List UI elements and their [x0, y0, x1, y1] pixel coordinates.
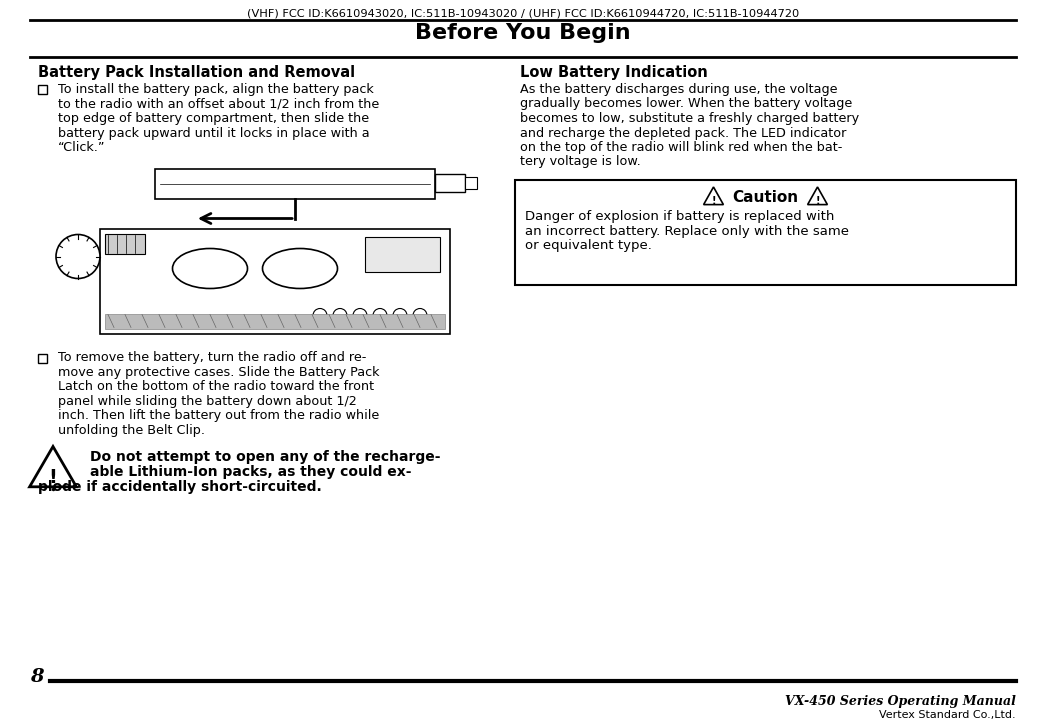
Circle shape	[313, 309, 327, 323]
Polygon shape	[704, 187, 724, 205]
Ellipse shape	[173, 248, 248, 288]
Text: !: !	[711, 196, 715, 206]
Text: !: !	[48, 468, 58, 487]
Text: To remove the battery, turn the radio off and re-: To remove the battery, turn the radio of…	[58, 352, 366, 365]
Bar	[155, 168, 435, 199]
Bar	[365, 237, 440, 272]
Text: an incorrect battery. Replace only with the same: an incorrect battery. Replace only with …	[525, 224, 849, 237]
Text: Danger of explosion if battery is replaced with: Danger of explosion if battery is replac…	[525, 210, 835, 223]
Bar	[38, 85, 47, 94]
Text: becomes to low, substitute a freshly charged battery: becomes to low, substitute a freshly cha…	[520, 112, 859, 125]
Text: battery pack upward until it locks in place with a: battery pack upward until it locks in pl…	[58, 127, 369, 140]
Bar	[100, 229, 450, 333]
Text: Caution: Caution	[732, 190, 798, 205]
Circle shape	[333, 309, 347, 323]
Text: Battery Pack Installation and Removal: Battery Pack Installation and Removal	[38, 65, 356, 80]
Text: on the top of the radio will blink red when the bat-: on the top of the radio will blink red w…	[520, 141, 842, 154]
Bar	[105, 314, 445, 328]
Text: or equivalent type.: or equivalent type.	[525, 239, 652, 252]
Text: (VHF) FCC ID:K6610943020, IC:511B-10943020 / (UHF) FCC ID:K6610944720, IC:511B-1: (VHF) FCC ID:K6610943020, IC:511B-109430…	[247, 8, 799, 18]
Bar	[105, 234, 145, 253]
Circle shape	[393, 309, 407, 323]
Text: able Lithium-Ion packs, as they could ex-: able Lithium-Ion packs, as they could ex…	[90, 465, 411, 479]
Circle shape	[373, 309, 387, 323]
Text: gradually becomes lower. When the battery voltage: gradually becomes lower. When the batter…	[520, 98, 852, 111]
Text: inch. Then lift the battery out from the radio while: inch. Then lift the battery out from the…	[58, 409, 380, 422]
Bar	[465, 176, 477, 189]
Text: As the battery discharges during use, the voltage: As the battery discharges during use, th…	[520, 83, 838, 96]
Text: 8: 8	[30, 668, 44, 686]
Circle shape	[353, 309, 367, 323]
Bar	[435, 173, 465, 191]
Circle shape	[413, 309, 427, 323]
Text: move any protective cases. Slide the Battery Pack: move any protective cases. Slide the Bat…	[58, 366, 380, 379]
Text: VX-450 Series Operating Manual: VX-450 Series Operating Manual	[786, 695, 1016, 708]
Text: Before You Begin: Before You Begin	[415, 23, 631, 43]
Text: panel while sliding the battery down about 1/2: panel while sliding the battery down abo…	[58, 395, 357, 408]
Ellipse shape	[263, 248, 338, 288]
Text: Low Battery Indication: Low Battery Indication	[520, 65, 708, 80]
Text: Vertex Standard Co.,Ltd.: Vertex Standard Co.,Ltd.	[880, 710, 1016, 720]
Text: To install the battery pack, align the battery pack: To install the battery pack, align the b…	[58, 83, 373, 96]
Text: “Click.”: “Click.”	[58, 141, 106, 154]
Text: Latch on the bottom of the radio toward the front: Latch on the bottom of the radio toward …	[58, 381, 374, 394]
Text: plode if accidentally short-circuited.: plode if accidentally short-circuited.	[38, 480, 322, 494]
Polygon shape	[29, 446, 76, 487]
Bar	[38, 354, 47, 363]
Circle shape	[56, 234, 100, 279]
Bar	[515, 180, 1016, 285]
Text: and recharge the depleted pack. The LED indicator: and recharge the depleted pack. The LED …	[520, 127, 846, 140]
Polygon shape	[808, 187, 827, 205]
Text: tery voltage is low.: tery voltage is low.	[520, 156, 641, 168]
Text: !: !	[815, 196, 820, 206]
Text: Do not attempt to open any of the recharge-: Do not attempt to open any of the rechar…	[90, 451, 440, 464]
Text: to the radio with an offset about 1/2 inch from the: to the radio with an offset about 1/2 in…	[58, 98, 380, 111]
Text: top edge of battery compartment, then slide the: top edge of battery compartment, then sl…	[58, 112, 369, 125]
Text: unfolding the Belt Clip.: unfolding the Belt Clip.	[58, 424, 205, 437]
